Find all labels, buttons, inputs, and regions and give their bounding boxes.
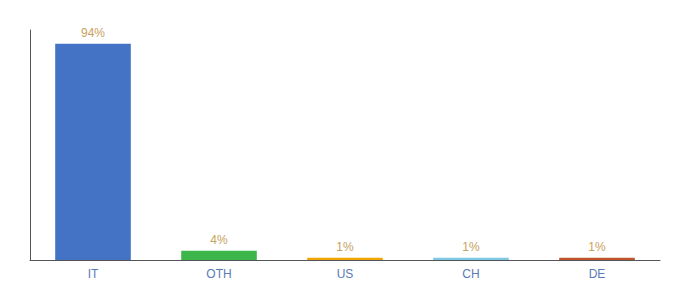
svg-text:4%: 4% [210,233,228,247]
svg-text:DE: DE [589,267,606,281]
svg-text:US: US [337,267,354,281]
svg-text:IT: IT [88,267,99,281]
svg-text:CH: CH [462,267,479,281]
svg-text:1%: 1% [462,240,480,254]
svg-text:OTH: OTH [206,267,231,281]
svg-text:1%: 1% [336,240,354,254]
svg-text:94%: 94% [81,26,105,40]
svg-text:1%: 1% [588,240,606,254]
